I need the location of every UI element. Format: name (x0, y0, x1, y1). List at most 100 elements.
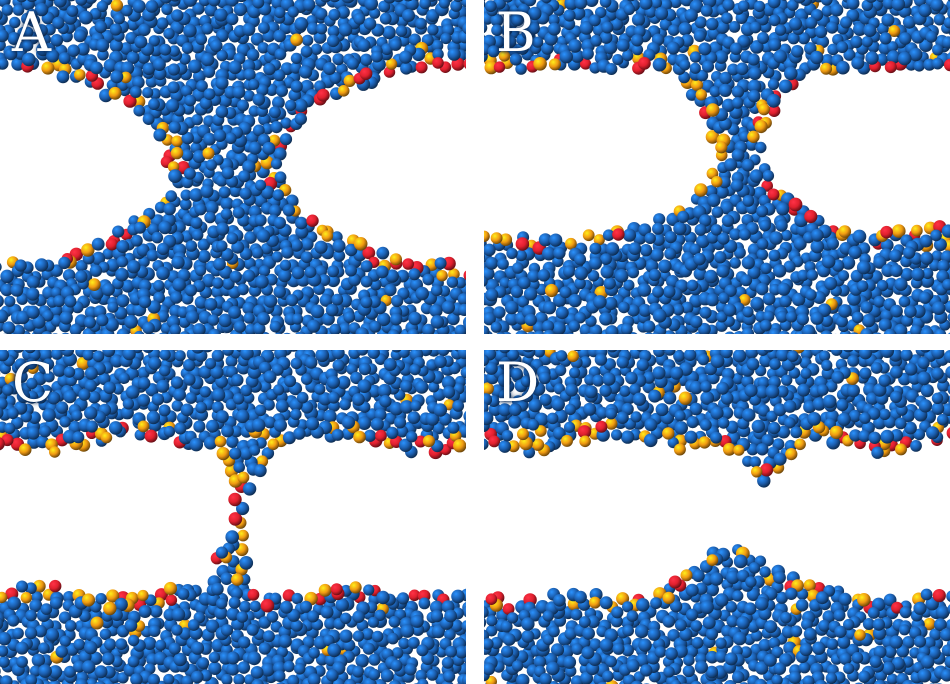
bead-blue (58, 256, 71, 270)
bead-blue (388, 615, 401, 628)
bead-blue (521, 617, 535, 631)
bead-blue (838, 592, 852, 606)
bead-blue (257, 42, 269, 54)
bead-blue (851, 56, 865, 70)
bead-blue (790, 426, 803, 439)
bead-blue (621, 644, 634, 657)
bead-blue (441, 656, 454, 669)
bead-blue (304, 356, 318, 369)
bead-blue (599, 312, 613, 326)
bead-red (330, 583, 343, 596)
bead-blue (345, 264, 357, 277)
bead-blue (138, 23, 151, 37)
bead-blue (56, 70, 70, 84)
bead-red (932, 589, 946, 603)
bead-blue (375, 265, 389, 279)
bead-blue (132, 0, 146, 13)
bead-blue (880, 238, 894, 252)
bead-blue (499, 350, 510, 354)
bead-blue (553, 594, 566, 607)
bead-blue (538, 233, 552, 247)
bead-blue (758, 638, 772, 652)
bead-blue (881, 661, 896, 675)
bead-blue (616, 356, 629, 369)
bead-blue (171, 607, 186, 622)
bead-blue (161, 3, 173, 15)
bead-blue (441, 300, 455, 314)
bead-blue (442, 385, 456, 399)
bead-blue (889, 249, 902, 263)
bead-blue (796, 312, 809, 326)
bead-orange (389, 253, 402, 266)
bead-blue (741, 327, 755, 334)
bead-blue (773, 662, 787, 675)
bead-blue (497, 373, 512, 388)
bead-blue (233, 673, 245, 684)
bead-blue (271, 251, 283, 263)
bead-blue (391, 350, 402, 353)
bead-blue (705, 665, 719, 679)
bead-blue (897, 51, 912, 66)
bead-blue (203, 436, 218, 450)
bead-blue (289, 62, 302, 74)
bead-blue (220, 208, 233, 220)
bead-blue (391, 647, 404, 659)
bead-blue (120, 42, 133, 55)
bead-blue (431, 624, 446, 639)
bead-blue (236, 0, 247, 3)
bead-blue (427, 24, 439, 36)
bead-blue (779, 295, 792, 308)
bead-blue (674, 619, 687, 632)
bead-blue (651, 332, 661, 334)
bead-blue (946, 590, 950, 602)
bead-blue (168, 642, 181, 655)
bead-blue (502, 34, 517, 49)
bead-blue (599, 596, 613, 610)
bead-blue (130, 234, 143, 247)
bead-blue (551, 397, 565, 412)
bead-blue (10, 283, 24, 297)
bead-orange (137, 420, 150, 433)
bead-red (165, 594, 178, 606)
bead-blue (389, 680, 401, 684)
bead-blue (172, 277, 186, 292)
bead-blue (484, 325, 490, 334)
bead-blue (458, 30, 466, 44)
bead-blue (527, 419, 539, 431)
bead-blue (694, 16, 707, 29)
bead-blue (917, 356, 930, 369)
bead-blue (61, 350, 75, 357)
bead-blue (148, 624, 161, 637)
bead-blue (306, 22, 320, 35)
bead-blue (714, 251, 727, 264)
bead-blue (308, 647, 320, 659)
bead-blue (137, 377, 151, 390)
bead-orange (453, 439, 466, 453)
bead-blue (385, 269, 399, 283)
bead-blue (580, 671, 593, 684)
bead-blue (890, 365, 903, 379)
bead-blue (74, 678, 88, 684)
bead-blue (834, 625, 847, 638)
bead-blue (242, 22, 256, 36)
bead-blue (13, 350, 24, 353)
bead-blue (414, 0, 420, 1)
bead-blue (0, 269, 14, 284)
bead-blue (750, 40, 764, 54)
bead-blue (75, 0, 88, 6)
bead-blue (693, 267, 707, 281)
bead-blue (243, 90, 255, 102)
bead-blue (387, 632, 399, 645)
bead-blue (499, 356, 513, 371)
bead-blue (801, 324, 816, 334)
bead-blue (437, 350, 450, 357)
bead-blue (179, 53, 191, 65)
bead-blue (865, 51, 879, 65)
bead-blue (843, 48, 856, 61)
bead-blue (610, 615, 623, 628)
bead-red (944, 58, 950, 72)
bead-blue (683, 654, 695, 666)
bead-blue (319, 293, 333, 307)
bead-blue (705, 627, 719, 641)
bead-blue (197, 238, 210, 251)
